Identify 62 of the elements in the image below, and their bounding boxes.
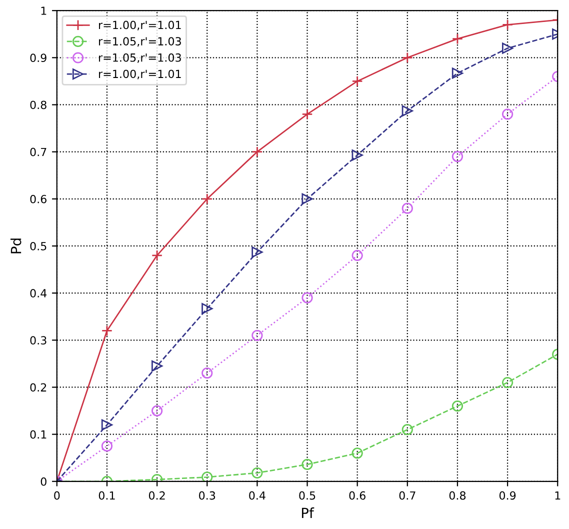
y-tick-label: 0.1	[30, 430, 46, 439]
y-tick-label: 0.9	[30, 54, 46, 62]
point	[402, 52, 413, 64]
y-tick-label: 0.3	[30, 336, 46, 345]
point	[202, 303, 213, 314]
point	[302, 108, 313, 120]
x-tick-label: 0.2	[148, 491, 165, 500]
point	[101, 325, 113, 336]
y-tick-label: 0.5	[30, 242, 46, 250]
point	[101, 440, 113, 452]
point	[352, 250, 363, 261]
point	[252, 467, 263, 478]
point	[452, 33, 464, 44]
x-axis-title: Pf	[302, 507, 314, 518]
x-tick-label: 0.7	[399, 491, 416, 500]
point	[252, 330, 263, 341]
point	[252, 246, 263, 258]
point	[101, 419, 113, 430]
point	[452, 150, 464, 162]
y-tick-label: 0.7	[30, 148, 46, 156]
y-tick-label: 0	[40, 477, 46, 486]
point	[402, 424, 413, 436]
point	[252, 146, 263, 158]
x-tick-label: 0.1	[98, 491, 115, 500]
legend-label: r=1.00,r'=1.01	[99, 70, 181, 80]
point	[502, 376, 514, 388]
legend-label: r=1.00,r'=1.01	[99, 20, 181, 30]
y-tick-label: 0.8	[30, 100, 46, 110]
x-tick-label: 1	[555, 491, 560, 500]
y-tick-label: 0.2	[30, 383, 46, 392]
y-tick-label: 0.6	[30, 194, 46, 204]
point	[302, 458, 313, 470]
y-tick-label: 0.4	[30, 289, 47, 298]
x-tick-label: 0.6	[349, 491, 366, 500]
point	[452, 68, 464, 79]
point	[202, 193, 213, 204]
x-tick-label: 0.4	[249, 491, 266, 500]
point	[302, 193, 313, 204]
point	[502, 42, 514, 54]
point	[151, 405, 163, 416]
point	[151, 250, 163, 261]
point	[402, 105, 413, 116]
point	[402, 202, 413, 214]
point	[151, 360, 163, 372]
point	[202, 472, 213, 482]
x-tick-label: 0.3	[199, 491, 216, 500]
x-tick-label: 0.5	[299, 491, 316, 500]
y-axis-title: Pd	[10, 238, 22, 254]
x-tick-label: 0.8	[449, 491, 466, 500]
point	[502, 19, 514, 30]
y-tick-label: 1	[41, 6, 46, 15]
legend-label: r=1.05,r'=1.03	[99, 37, 181, 47]
point	[352, 150, 363, 161]
x-tick-label: 0	[54, 491, 60, 500]
legend-label: r=1.05,r'=1.03	[99, 53, 181, 63]
point	[302, 292, 313, 304]
point	[352, 76, 363, 87]
point	[352, 448, 363, 459]
point	[202, 368, 213, 379]
x-tick-label: 0.9	[499, 491, 516, 500]
point	[502, 108, 514, 120]
point	[452, 400, 464, 412]
